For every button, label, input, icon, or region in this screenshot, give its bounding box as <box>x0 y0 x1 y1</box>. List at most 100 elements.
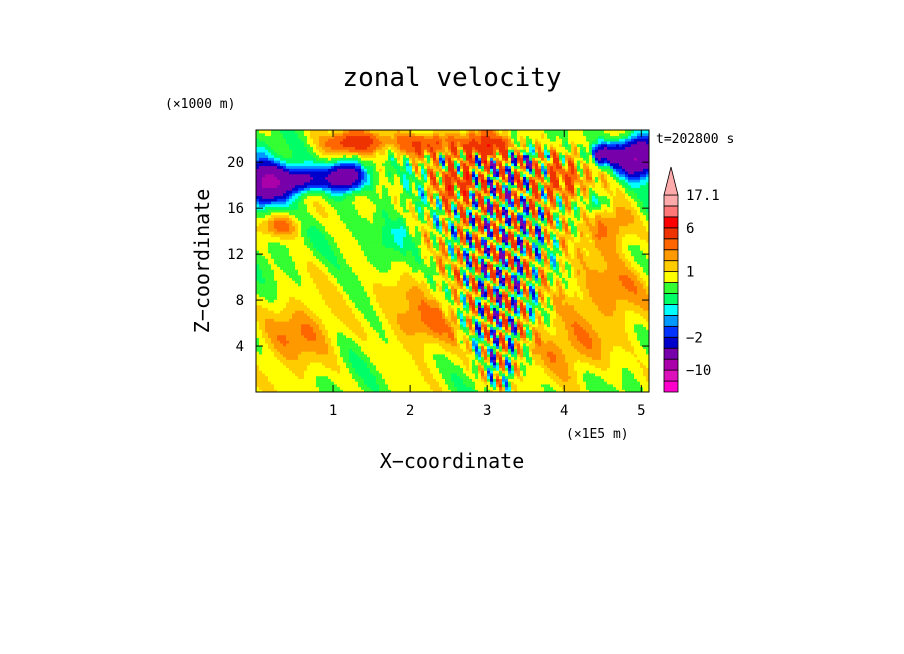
field-cell <box>277 184 296 188</box>
field-cell <box>451 326 455 330</box>
field-cell <box>298 217 317 221</box>
field-cell <box>388 386 431 390</box>
field-cell <box>475 282 479 287</box>
field-cell <box>523 348 527 352</box>
field-cell <box>430 244 434 248</box>
field-cell <box>505 274 509 278</box>
field-cell <box>394 198 398 202</box>
field-cell <box>529 195 533 199</box>
field-cell <box>469 263 473 268</box>
field-cell <box>556 326 566 330</box>
field-cell <box>499 315 503 319</box>
field-cell <box>631 211 638 216</box>
field-cell <box>544 255 548 259</box>
field-cell <box>445 255 449 259</box>
field-cell <box>379 318 389 322</box>
field-cell <box>481 301 485 306</box>
field-cell <box>535 225 539 229</box>
field-cell <box>547 258 551 262</box>
field-cell <box>337 383 359 388</box>
field-cell <box>604 222 629 227</box>
field-cell <box>448 206 452 210</box>
field-cell <box>448 225 452 229</box>
field-cell <box>268 250 290 254</box>
field-cell <box>607 176 614 180</box>
field-cell <box>508 214 512 218</box>
field-cell <box>436 198 440 202</box>
field-cell <box>601 200 611 205</box>
field-cell <box>463 337 470 341</box>
field-cell <box>445 222 449 227</box>
field-cell <box>424 236 431 240</box>
field-cell <box>421 176 425 180</box>
field-cell <box>367 291 374 295</box>
field-cell <box>316 217 341 221</box>
field-cell <box>610 184 623 188</box>
field-cell <box>613 312 626 317</box>
field-cell <box>538 165 542 169</box>
field-cell <box>355 304 374 308</box>
field-cell <box>421 198 428 202</box>
field-cell <box>547 230 551 235</box>
field-cell <box>541 220 548 224</box>
field-cell <box>337 280 362 284</box>
field-cell <box>571 170 575 175</box>
field-cell <box>526 321 530 325</box>
field-cell <box>505 181 509 186</box>
field-cell <box>547 211 551 216</box>
field-cell <box>340 353 350 358</box>
field-cell <box>487 239 491 243</box>
field-cell <box>484 282 488 287</box>
field-cell <box>433 244 440 248</box>
field-cell <box>511 244 518 248</box>
field-cell <box>592 200 596 205</box>
field-cell <box>478 359 485 363</box>
field-cell <box>535 220 539 224</box>
field-cell <box>427 280 431 284</box>
field-cell <box>274 386 320 390</box>
field-cell <box>466 342 470 347</box>
field-cell <box>397 198 401 202</box>
field-cell <box>505 252 509 257</box>
field-cell <box>532 220 536 224</box>
field-cell <box>526 176 530 180</box>
field-cell <box>538 329 548 333</box>
field-cell <box>475 304 479 308</box>
field-cell <box>562 280 569 284</box>
field-cell <box>406 168 413 172</box>
field-cell <box>610 192 614 197</box>
field-cell <box>544 179 548 183</box>
field-cell <box>553 277 557 281</box>
field-cell <box>610 181 620 186</box>
field-cell <box>418 307 440 311</box>
field-cell <box>523 375 551 379</box>
field-cell <box>559 263 566 268</box>
field-cell <box>436 285 440 289</box>
field-cell <box>481 170 485 175</box>
field-cell <box>454 280 458 284</box>
field-cell <box>628 173 641 177</box>
field-cell <box>424 241 428 246</box>
field-cell <box>448 203 452 208</box>
field-cell <box>490 342 494 347</box>
field-cell <box>583 217 590 221</box>
field-cell <box>352 233 383 238</box>
field-cell <box>502 165 506 169</box>
field-cell <box>355 370 371 374</box>
field-cell <box>586 173 590 177</box>
field-cell <box>571 222 575 227</box>
field-cell <box>598 192 611 197</box>
field-cell <box>586 280 623 284</box>
field-cell <box>373 326 383 330</box>
field-cell <box>502 367 506 371</box>
field-cell <box>634 206 641 210</box>
field-cell <box>517 233 521 238</box>
field-cell <box>619 187 626 191</box>
field-cell <box>472 187 476 191</box>
field-cell <box>259 263 272 268</box>
field-cell <box>532 337 536 341</box>
field-cell <box>520 318 524 322</box>
field-cell <box>427 187 431 191</box>
field-cell <box>478 323 482 328</box>
field-cell <box>535 361 545 366</box>
